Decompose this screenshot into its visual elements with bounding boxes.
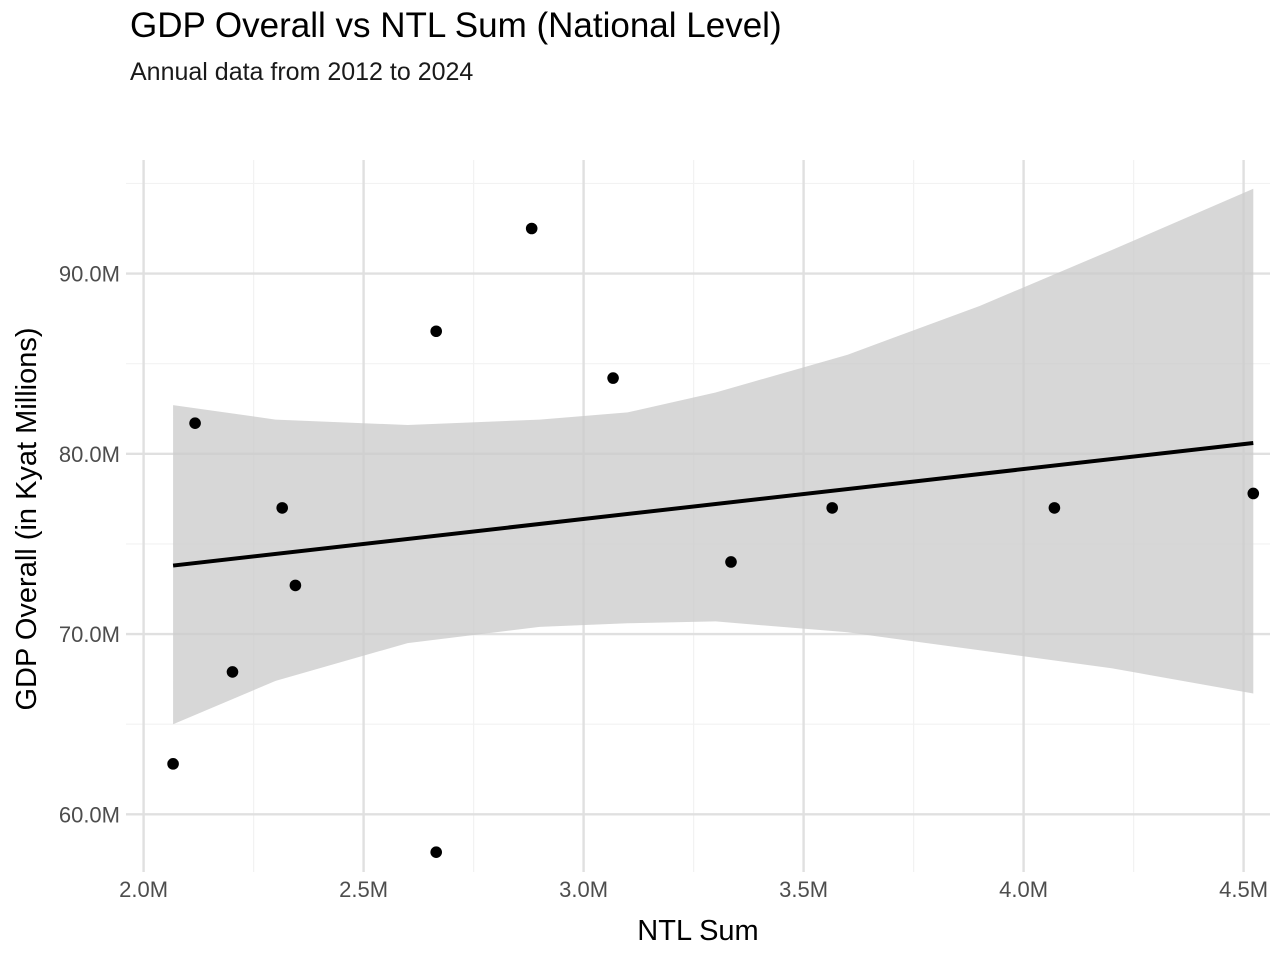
y-axis-ticks: 60.0M 70.0M 80.0M 90.0M xyxy=(59,262,120,828)
x-tick-label: 3.5M xyxy=(779,877,828,902)
y-tick-label: 80.0M xyxy=(59,442,120,467)
chart-title: GDP Overall vs NTL Sum (National Level) xyxy=(130,6,782,45)
y-tick-label: 60.0M xyxy=(59,802,120,827)
x-tick-label: 4.5M xyxy=(1219,877,1268,902)
data-point xyxy=(167,758,179,770)
chart-subtitle: Annual data from 2012 to 2024 xyxy=(130,58,474,86)
data-point xyxy=(289,579,302,592)
x-axis-ticks: 2.0M 2.5M 3.0M 3.5M 4.0M 4.5M xyxy=(119,877,1268,902)
x-axis-label: NTL Sum xyxy=(637,915,758,947)
data-point xyxy=(525,222,538,235)
x-tick-label: 4.0M xyxy=(999,877,1048,902)
x-tick-label: 2.5M xyxy=(339,877,388,902)
data-point xyxy=(826,502,838,514)
data-point xyxy=(430,325,443,338)
confidence-band xyxy=(173,188,1254,725)
data-point xyxy=(276,502,289,514)
confidence-band-layer xyxy=(173,188,1254,725)
y-tick-label: 70.0M xyxy=(59,622,120,647)
data-point xyxy=(430,846,443,858)
data-point xyxy=(1048,502,1061,514)
y-axis-label: GDP Overall (in Kyat Millions) xyxy=(11,327,43,710)
trend-line xyxy=(172,441,1254,568)
data-point xyxy=(725,556,737,568)
data-points-layer xyxy=(167,222,1260,858)
x-tick-label: 3.0M xyxy=(559,877,608,902)
y-tick-label: 90.0M xyxy=(59,262,120,287)
data-point xyxy=(607,372,619,384)
trend-line-layer xyxy=(172,441,1254,568)
data-point xyxy=(1247,487,1260,500)
data-point xyxy=(226,666,239,678)
data-point xyxy=(189,417,201,429)
x-tick-label: 2.0M xyxy=(119,877,168,902)
